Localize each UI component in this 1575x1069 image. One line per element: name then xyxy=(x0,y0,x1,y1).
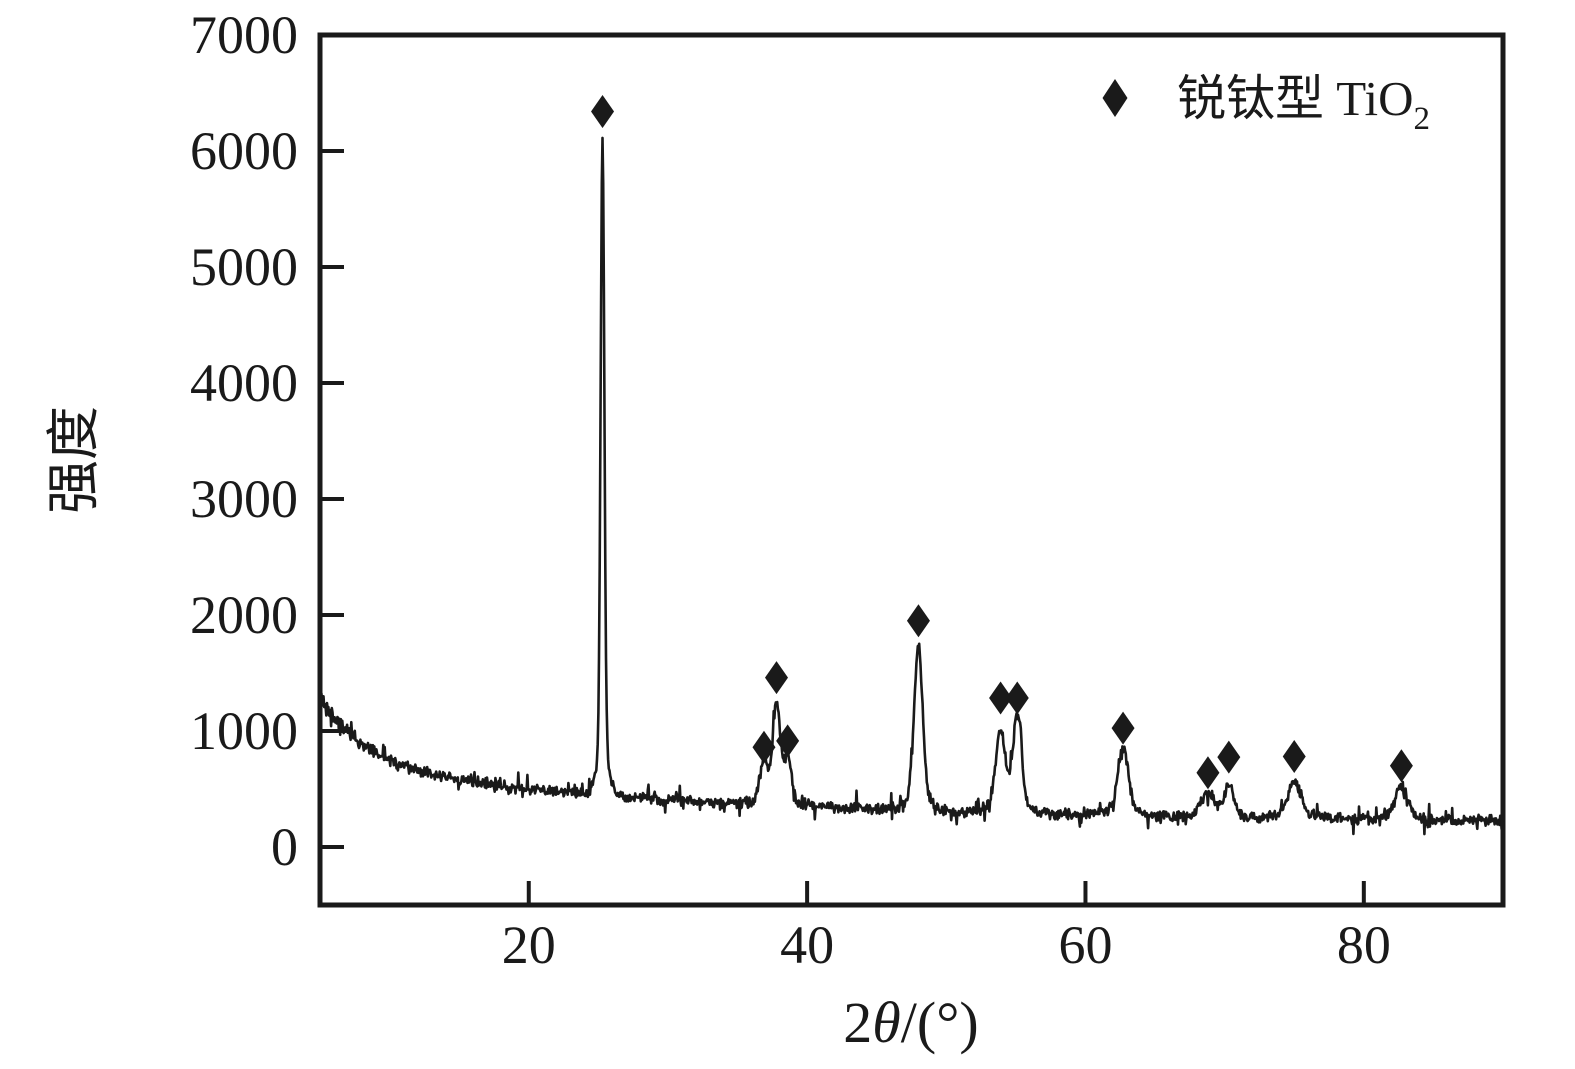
peak-diamond-icon xyxy=(1005,681,1029,715)
y-tick-label: 2000 xyxy=(190,585,298,645)
y-tick-label: 0 xyxy=(271,817,298,877)
peak-diamond-icon xyxy=(1196,756,1220,790)
peak-diamond-icon xyxy=(591,95,615,129)
peak-diamond-icon xyxy=(752,730,776,764)
legend-diamond-icon xyxy=(1102,79,1128,117)
xrd-trace xyxy=(318,136,1505,836)
y-tick-label: 7000 xyxy=(190,5,298,65)
peak-diamond-icon xyxy=(906,604,930,638)
x-tick-label: 80 xyxy=(1337,915,1391,975)
x-tick-label: 40 xyxy=(780,915,834,975)
x-axis-label-suffix: /(°) xyxy=(901,990,979,1055)
peak-diamond-icon xyxy=(776,724,800,758)
y-tick-label: 4000 xyxy=(190,353,298,413)
legend-label: 锐钛型 TiO2 xyxy=(1177,71,1430,137)
peak-diamond-icon xyxy=(1389,749,1413,783)
x-tick-label: 60 xyxy=(1058,915,1112,975)
x-axis-label: 2θ/(°) xyxy=(843,990,978,1055)
peak-diamond-icon xyxy=(764,661,788,695)
y-tick-label: 3000 xyxy=(190,469,298,529)
plot-border xyxy=(317,32,1506,908)
legend-label-subscript: 2 xyxy=(1413,101,1430,137)
y-axis-label: 强度 xyxy=(44,406,104,514)
x-tick-label: 20 xyxy=(502,915,556,975)
plot-area: 20 40 60 80 0 1000 2000 3000 4000 5000 6000 7000 xyxy=(190,5,1505,975)
peak-diamond-icon xyxy=(989,681,1013,715)
peak-diamond-icon xyxy=(1217,740,1241,774)
peak-diamond-icon xyxy=(1282,740,1306,774)
x-axis-label-prefix: 2 xyxy=(843,990,872,1055)
legend-label-text: 锐钛型 TiO xyxy=(1177,71,1413,126)
y-tick-label: 5000 xyxy=(190,237,298,297)
legend: 锐钛型 TiO2 xyxy=(1102,71,1430,137)
x-axis-label-theta: θ xyxy=(872,990,901,1055)
y-tick-label: 1000 xyxy=(190,701,298,761)
peak-diamond-icon xyxy=(1111,711,1135,745)
y-tick-label: 6000 xyxy=(190,121,298,181)
